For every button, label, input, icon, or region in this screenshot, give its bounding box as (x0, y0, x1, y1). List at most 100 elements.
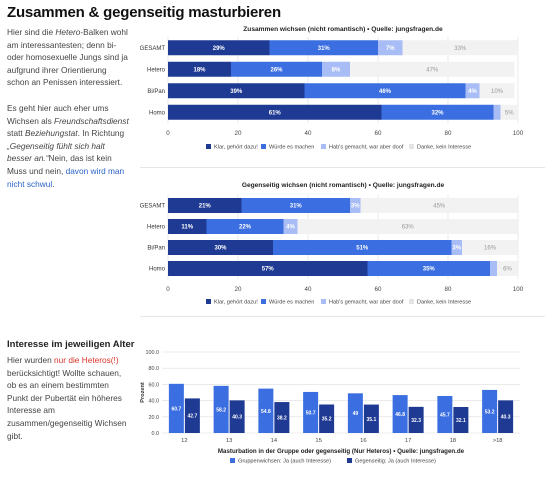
legend-item: Klar, gehört dazu! (206, 299, 258, 306)
chart-title: Gegenseitig wichsen (nicht romantisch) •… (242, 182, 445, 189)
bar-segment (231, 61, 322, 77)
bar-value-label: 5% (505, 110, 514, 116)
legend-label: Klar, gehört dazu! (214, 145, 258, 151)
x-tick-label: 40 (305, 130, 312, 137)
legend-swatch (206, 299, 211, 304)
y-tick-label: 100.0 (146, 350, 160, 356)
bar-value-label: 50.7 (306, 410, 316, 416)
bar-segment (168, 83, 305, 99)
y-tick-label: 40.0 (149, 399, 160, 405)
legend-label: Würde es machen (269, 300, 314, 306)
legend-item: Würde es machen (261, 144, 314, 151)
category-label: Hetero (147, 67, 166, 73)
bar-value-label: 31% (290, 204, 303, 210)
legend-label: Hab's gemacht, war aber doof (329, 145, 404, 151)
bar-value-label: 35.2 (322, 417, 332, 423)
legend-swatch (230, 458, 235, 463)
bar-value-label: 7% (386, 46, 395, 52)
bar (258, 388, 274, 433)
legend-swatch (347, 458, 352, 463)
legend-item: Danke, kein Interesse (409, 144, 471, 151)
bar-segment (378, 40, 403, 56)
intro-paragraph: Hier sind die Hetero-Balken wohl am inte… (7, 26, 129, 89)
bar-value-label: 21% (199, 204, 212, 210)
bar-value-label: 31% (318, 46, 331, 52)
category-label: Bi/Pan (147, 89, 165, 95)
x-tick-label: 12 (181, 438, 187, 444)
bar-segment (168, 261, 368, 276)
bar (319, 404, 335, 433)
legend-item: Danke, kein Interesse (409, 299, 471, 306)
legend-item: Würde es machen (261, 299, 314, 306)
x-tick-label: 20 (235, 130, 242, 137)
emphasis-text: Beziehungstat (24, 128, 78, 139)
text-span: Nein, das ist kein Muss und nein, (7, 153, 112, 176)
x-tick-label: 40 (305, 286, 312, 293)
emphasis-text: „Gegenseitig fühlt sich halt besser an.“ (7, 140, 105, 164)
bar-segment (493, 104, 501, 120)
category-label: GESAMT (140, 204, 165, 210)
bar-segment (168, 104, 382, 120)
text-span: . In Richtung (77, 128, 125, 139)
y-tick-label: 20.0 (149, 415, 160, 421)
text-span: Hier sind die (7, 27, 56, 37)
bar-value-label: 54.8 (261, 409, 271, 415)
bar-segment (168, 198, 242, 213)
text-span: Es geht hier auch eher ums Wichsen als (7, 103, 109, 126)
bar-value-label: 4% (468, 89, 477, 95)
bar-value-label: 32.1 (456, 418, 466, 424)
age-paragraph: Hier wurden nur die Heteros(!) berücksic… (7, 354, 129, 442)
bar-value-label: 32% (431, 110, 444, 116)
bar (347, 393, 363, 433)
legend-label: Würde es machen (269, 145, 314, 151)
link-nicht-schwul[interactable]: davon wird man nicht schwul (7, 165, 125, 189)
bar-value-label: 51% (356, 246, 369, 252)
legend-label: Gruppenwichsen: Ja (auch Interesse) (238, 459, 331, 465)
legend-label: Gegenseitig: Ja (auch Interesse) (355, 459, 436, 465)
legend-item: Hab's gemacht, war aber doof (321, 144, 404, 151)
bar (184, 398, 200, 433)
category-label: GESAMT (140, 46, 165, 52)
bar-segment (497, 261, 518, 276)
bar-segment (168, 240, 273, 255)
bar-value-label: 45.7 (440, 412, 450, 418)
bar-segment (490, 261, 497, 276)
x-tick-label: 14 (271, 438, 278, 444)
highlight-text: nur die Heteros(!) (54, 355, 119, 365)
legend-item: Gegenseitig: Ja (auch Interesse) (347, 458, 436, 465)
bar-value-label: 35% (423, 267, 436, 273)
bar-segment (168, 61, 231, 77)
bar-value-label: 53.2 (485, 409, 495, 415)
bar-value-label: 4% (286, 225, 295, 231)
x-tick-label: 60 (375, 130, 382, 137)
chart-gegenseitig-wichsen: Gegenseitig wichsen (nicht romantisch) •… (140, 182, 524, 306)
legend-label: Danke, kein Interesse (417, 145, 471, 151)
text-span: -Balken wohl am interessantesten; denn b… (7, 27, 128, 88)
bar-value-label: 3% (351, 204, 360, 210)
bar-segment (283, 219, 298, 234)
bar-segment (297, 219, 518, 234)
bar (274, 402, 290, 433)
y-tick-label: 80.0 (149, 366, 160, 372)
bar (437, 395, 453, 433)
bar-value-label: 22% (239, 225, 252, 231)
legend-label: Danke, kein Interesse (417, 300, 471, 306)
x-tick-label: 0 (166, 130, 170, 137)
page-title: Zusammen & gegenseitig masturbieren (7, 4, 281, 21)
legend-item: Hab's gemacht, war aber doof (321, 299, 404, 306)
bar-value-label: 46.8 (395, 412, 405, 418)
bar-value-label: 63% (402, 225, 415, 231)
bar-value-label: 30% (214, 246, 227, 252)
legend-swatch (261, 144, 266, 149)
bar-value-label: 38.2 (277, 416, 287, 422)
bar-value-label: 58.2 (216, 407, 226, 413)
category-label: Hetero (147, 225, 166, 231)
bar (229, 400, 245, 433)
x-tick-label: 13 (226, 438, 232, 444)
x-tick-label: 80 (445, 130, 452, 137)
bar-value-label: 35.1 (367, 417, 377, 423)
legend-swatch (409, 299, 414, 304)
legend-label: Hab's gemacht, war aber doof (329, 300, 404, 306)
bar-value-label: 46% (379, 89, 392, 95)
bar-value-label: 3% (452, 246, 461, 252)
